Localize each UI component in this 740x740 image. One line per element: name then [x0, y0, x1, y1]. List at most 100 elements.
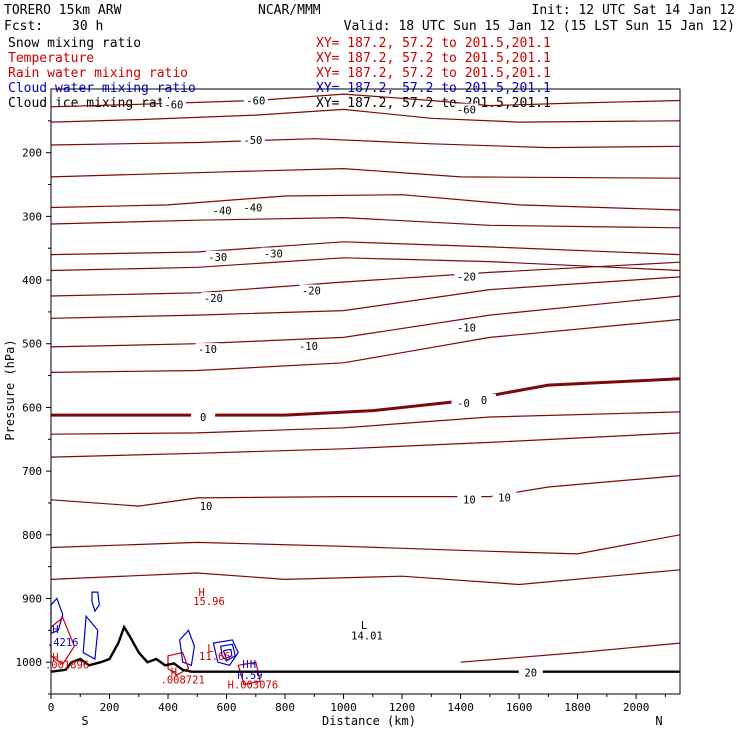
isotherm-13 [50, 411, 681, 435]
contour-label-bg-20 [518, 666, 543, 679]
contour-label-bg-3 [240, 134, 265, 147]
contour-label-bg-7 [261, 247, 286, 260]
y-tick-label-1000: 1000 [16, 656, 43, 669]
y-tick-label-600: 600 [22, 401, 42, 414]
contour-label-17: 10 [200, 501, 213, 513]
init-time: Init: 12 UTC Sat 14 Jan 12 [532, 3, 736, 18]
contour-label-16: 0 [200, 412, 206, 424]
contour-label-bg-14 [451, 397, 476, 410]
x-axis-title: Distance (km) [322, 714, 416, 728]
org-label: NCAR/MMM [258, 3, 321, 18]
extremum-label-1: 15.96 [193, 596, 225, 608]
contour-label-3: -50 [243, 135, 262, 147]
contour-label-bg-11 [195, 343, 220, 356]
contour-label-bg-9 [299, 284, 324, 297]
x-tick-label-0: 0 [48, 701, 55, 714]
isotherm-3 [50, 167, 681, 179]
cloud-water-contour-2 [82, 614, 99, 660]
cloud-water-contour-3 [179, 629, 196, 667]
contour-label-bg-18 [457, 493, 482, 506]
y-tick-label-400: 400 [22, 274, 42, 287]
contour-label-20: 20 [524, 668, 537, 680]
isotherm-4 [50, 194, 681, 211]
terrain-layer [50, 624, 680, 673]
y-tick-label-800: 800 [22, 529, 42, 542]
isotherm-8 [50, 261, 681, 297]
field-xy-rain: XY= 187.2, 57.2 to 201.5,201.1 [316, 66, 551, 81]
contour-label-18: 10 [463, 494, 476, 506]
contour-label-12: -10 [299, 341, 318, 353]
isotherm-17 [50, 569, 681, 586]
isotherm-2 [50, 138, 681, 149]
isotherm-11 [50, 318, 681, 373]
cloud-water-contour-5 [220, 643, 236, 662]
end-label-south: S [81, 714, 88, 728]
contour-label-bg-10 [454, 270, 479, 283]
contour-label-bg-15 [471, 394, 496, 407]
y-tick-label-500: 500 [22, 338, 42, 351]
plot-area: -60 -60 -60 -50 -40 -40 -30 -30 -20 -20 -20 -10 -10 -… [16, 88, 681, 714]
contour-label-10: -20 [457, 272, 476, 284]
contour-label-7: -30 [264, 249, 283, 261]
cloud-water-contour-1 [91, 591, 100, 613]
isotherm-7 [50, 257, 681, 272]
y-tick-label-300: 300 [22, 210, 42, 223]
contour-label-9: -20 [302, 286, 321, 298]
isotherm-0 [50, 93, 681, 108]
field-name-temperature: Temperature [8, 51, 94, 66]
contour-label-5: -40 [243, 203, 262, 215]
y-tick-label-900: 900 [22, 592, 42, 605]
y-tick-label-200: 200 [22, 147, 42, 160]
extremum-label-5: .4216 [47, 637, 79, 649]
isotherm-layer [50, 93, 681, 663]
contour-label-bg-13 [454, 321, 479, 334]
isotherm-12 [51, 377, 681, 417]
isotherm-1 [50, 108, 681, 123]
extremum-label-6: H [52, 652, 58, 664]
rain-contour-1 [167, 651, 190, 676]
extremum-label-2: L [361, 620, 367, 632]
contour-label-bg-4 [210, 204, 235, 217]
y-axis: 200 300 400 500 600 700 800 900 1000 [16, 120, 51, 695]
plot-frame [50, 88, 681, 695]
fcst-value: 30 h [72, 19, 103, 34]
y-tick-label-700: 700 [22, 465, 42, 478]
x-tick-label-600: 600 [217, 701, 237, 714]
field-name-rain: Rain water mixing ratio [8, 66, 188, 81]
contour-label-bg-19 [492, 491, 517, 504]
rain-contour-2 [237, 661, 261, 686]
field-xy-cloud-ice: XY= 187.2, 57.2 to 201.5,201.1 [316, 96, 551, 111]
contour-label-11: -10 [198, 344, 217, 356]
contour-label-bg-8 [201, 292, 226, 305]
extremum-label-0: H [199, 587, 205, 599]
contour-label-bg-2 [454, 103, 479, 116]
contour-label-19: 10 [498, 492, 511, 504]
valid-time: Valid: 18 UTC Sun 15 Jan 12 (15 LST Sun … [344, 19, 735, 34]
isotherm-6 [50, 241, 681, 256]
end-label-north: N [655, 714, 662, 728]
extremum-label-11: 11.66 [199, 651, 231, 663]
contour-label-bg-6 [205, 250, 230, 263]
field-name-snow: Snow mixing ratio [8, 36, 141, 51]
contour-label-15: 0 [481, 395, 487, 407]
isotherm-10 [50, 295, 681, 348]
contour-label-bg-5 [240, 201, 265, 214]
contour-label-14: -0 [457, 398, 470, 410]
field-xy-snow: XY= 187.2, 57.2 to 201.5,201.1 [316, 36, 551, 51]
contour-label-8: -20 [204, 293, 223, 305]
contour-label-2: -60 [457, 105, 476, 117]
contour-label-4: -40 [213, 205, 232, 217]
contour-label-bg-16 [191, 411, 216, 424]
cloud-water-contour-4 [212, 639, 239, 666]
x-tick-label-1000: 1000 [330, 701, 357, 714]
contour-label-bg-12 [296, 339, 321, 352]
contour-label-1: -60 [246, 96, 265, 108]
x-tick-label-200: 200 [100, 701, 120, 714]
y-axis-title: Pressure (hPa) [3, 339, 17, 440]
extrema-label-layer: H15.96L14.01H.4216H.001896H.008721L11.66… [45, 587, 383, 691]
contour-label-bg-1 [243, 94, 268, 107]
extremum-label-13: H [250, 659, 256, 671]
isotherm-9 [50, 276, 681, 319]
x-tick-label-800: 800 [275, 701, 295, 714]
